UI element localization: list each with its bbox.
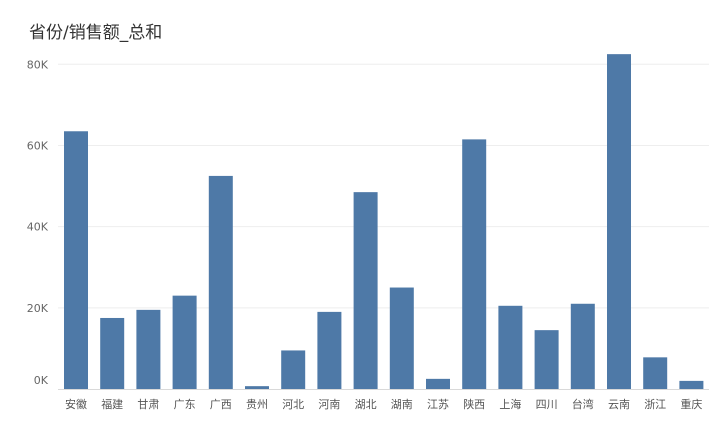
x-tick-label: 云南 bbox=[608, 398, 630, 411]
bar[interactable] bbox=[208, 175, 233, 389]
bar[interactable] bbox=[281, 350, 306, 389]
x-axis: 安徽 福建 甘肃 广东 广西 贵州 河北 河南 湖北 湖南 江苏 陕西 上海 四川 台湾 云南 浙江 重庆 bbox=[58, 389, 709, 411]
x-tick-label: 湖南 bbox=[391, 398, 413, 411]
x-tick-label: 浙江 bbox=[644, 398, 666, 411]
bar[interactable] bbox=[136, 309, 161, 389]
y-tick-label: 0K bbox=[34, 374, 49, 387]
x-tick-label: 湖北 bbox=[355, 398, 377, 411]
y-tick-label: 20K bbox=[27, 302, 49, 315]
y-tick-label: 40K bbox=[27, 221, 49, 234]
x-tick-label: 贵州 bbox=[246, 398, 268, 411]
y-tick-label: 60K bbox=[27, 139, 49, 152]
bar[interactable] bbox=[64, 131, 88, 389]
bar[interactable] bbox=[498, 305, 523, 389]
x-tick-label: 安徽 bbox=[65, 397, 87, 411]
x-tick-label: 福建 bbox=[101, 397, 123, 411]
gridlines bbox=[58, 63, 709, 309]
bar[interactable] bbox=[245, 386, 269, 389]
x-tick-label: 河北 bbox=[282, 398, 304, 411]
bar[interactable] bbox=[570, 303, 595, 389]
y-tick-label: 80K bbox=[27, 58, 49, 71]
x-tick-label: 广东 bbox=[174, 398, 196, 411]
bar[interactable] bbox=[317, 311, 342, 389]
bar[interactable] bbox=[426, 378, 450, 389]
x-tick-label: 广西 bbox=[210, 398, 232, 411]
chart-title: 省份/销售额_总和 bbox=[29, 23, 163, 43]
x-tick-label: 江苏 bbox=[427, 398, 449, 411]
bar[interactable] bbox=[643, 357, 668, 389]
x-tick-label: 上海 bbox=[499, 397, 521, 411]
bar[interactable] bbox=[172, 295, 197, 389]
bar[interactable] bbox=[100, 317, 125, 389]
x-tick-label: 四川 bbox=[536, 398, 558, 411]
bar[interactable] bbox=[389, 287, 414, 389]
bar[interactable] bbox=[462, 139, 487, 389]
bars bbox=[64, 54, 704, 389]
x-tick-label: 重庆 bbox=[680, 397, 702, 411]
x-tick-label: 陕西 bbox=[463, 397, 485, 411]
bar[interactable] bbox=[607, 54, 631, 389]
bar[interactable] bbox=[353, 192, 378, 389]
x-tick-label: 甘肃 bbox=[137, 398, 159, 411]
bar[interactable] bbox=[534, 330, 559, 389]
x-tick-label: 台湾 bbox=[572, 397, 594, 411]
bar[interactable] bbox=[679, 380, 704, 389]
x-tick-label: 河南 bbox=[318, 398, 340, 411]
y-axis: 0K 20K 40K 60K 80K bbox=[27, 58, 49, 387]
